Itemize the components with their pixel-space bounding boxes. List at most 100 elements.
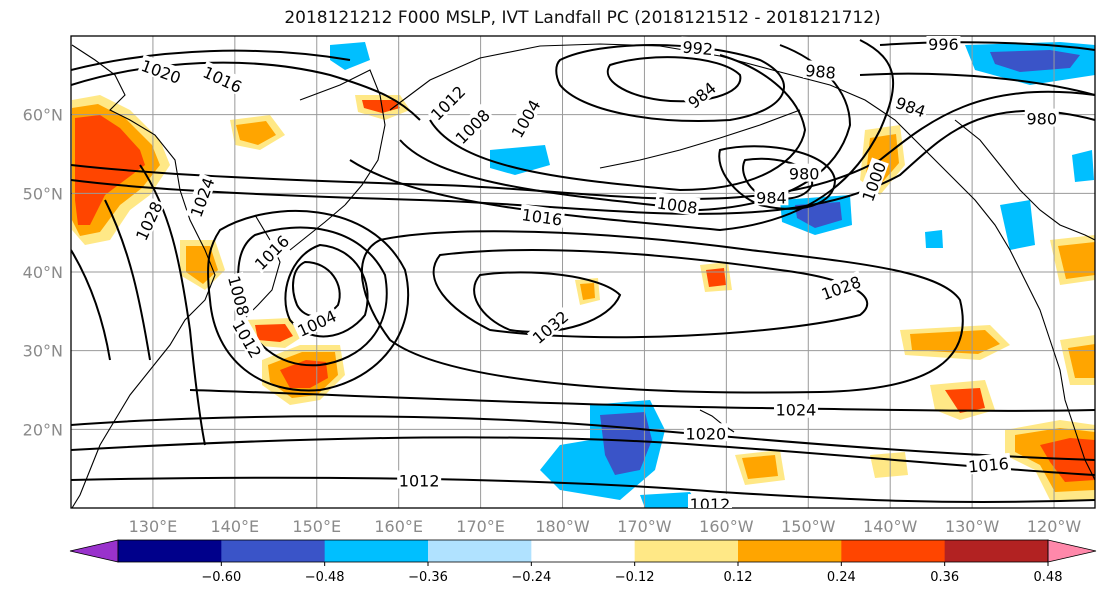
isobar (71, 90, 1095, 200)
contour-label: 1012 (687, 494, 732, 514)
contour-label-text: 980 (1026, 110, 1057, 129)
contour-label: 984 (682, 76, 720, 112)
contour-label-text: 1020 (139, 56, 184, 88)
colorbar-outline (117, 539, 1049, 563)
longitude-tick-label: 160°E (374, 517, 423, 536)
colorbar-tick-label: −0.36 (408, 570, 448, 585)
longitude-tick-label: 150°W (781, 517, 836, 536)
contour-label: 1012 (425, 80, 469, 124)
colorbar-tick-label: 0.24 (827, 570, 856, 585)
contour-label-text: 1012 (399, 471, 440, 490)
contour-label-text: 1008 (224, 274, 253, 318)
colorbar-extend-min (69, 539, 119, 563)
isobar (207, 210, 410, 392)
contour-label-bg (199, 60, 247, 96)
latitude-tick-label: 20°N (23, 420, 63, 439)
contour-label-bg (185, 173, 218, 221)
colorbar-box (324, 540, 429, 562)
ivt-patch (255, 324, 293, 342)
contour-label-text: 996 (928, 35, 959, 54)
isobar (71, 61, 421, 121)
ivt-patch (490, 145, 550, 175)
coastline-bc (954, 119, 1095, 241)
contour-label-text: 988 (804, 61, 836, 83)
contour-label: 1016 (965, 452, 1012, 476)
isobar (429, 54, 807, 192)
contour-label-bg (754, 187, 789, 206)
colorbar-box (634, 540, 739, 562)
contour-label-text: 1004 (508, 96, 545, 141)
isobar (104, 199, 151, 361)
contour-label-bg (654, 192, 701, 217)
contour-label-bg (683, 423, 728, 442)
contour-label-bg (449, 103, 494, 148)
contour-label-bg (249, 229, 293, 274)
colorbar-tick-label: 0.12 (724, 570, 753, 585)
longitude-tick-label: 140°E (211, 517, 260, 536)
longitude-tick-label: 140°W (863, 517, 918, 536)
coastline-kamchatka (299, 69, 386, 206)
contour-label-bg (891, 91, 931, 121)
contour-label-text: 1016 (967, 454, 1009, 476)
contour-label-text: 984 (684, 78, 720, 112)
ivt-patch (870, 452, 908, 478)
contour-label-bg (856, 157, 889, 205)
longitude-tick-label: 130°E (129, 517, 178, 536)
colorbar-ticks: −0.60 −0.48 −0.36 −0.24 −0.12 0.12 0.24 0.36 0.4… (201, 562, 1062, 585)
ivt-patch (945, 388, 985, 413)
contour-label-text: 1028 (819, 272, 864, 304)
isobar (555, 44, 785, 122)
contour-label-text: 1024 (187, 175, 219, 220)
isobar (71, 109, 1095, 215)
coastline-aleutians (599, 109, 801, 169)
contour-label-bg (816, 270, 865, 303)
contour-label: 988 (802, 59, 839, 83)
ivt-patch (925, 230, 943, 248)
contour-label-text: 1016 (200, 63, 245, 97)
ivt-patch (1000, 200, 1035, 250)
coastline-kuril (289, 204, 346, 251)
ivt-patch (706, 268, 726, 287)
isobar (189, 389, 1095, 412)
ivt-patch (75, 115, 145, 225)
contour-label-bg (926, 36, 961, 52)
contour-label-text: 1016 (520, 205, 563, 229)
contour-label-bg (773, 399, 818, 418)
contour-label: 1028 (816, 270, 865, 304)
contour-label-bg (225, 271, 255, 319)
contour-label-bg (505, 94, 544, 142)
contour-label-text: 1012 (690, 495, 731, 514)
contour-label-bg (802, 59, 839, 81)
ivt-patch (1058, 242, 1095, 279)
colorbar-tick-label: −0.60 (201, 570, 241, 585)
latitude-tick-label: 50°N (23, 184, 63, 203)
contour-label: 1020 (683, 423, 728, 443)
isobar (879, 41, 1095, 51)
ivt-patch (280, 360, 328, 388)
contour-label-bg (397, 470, 442, 489)
ivt-patch (1068, 344, 1095, 378)
contour-label-bg (137, 54, 186, 87)
isobar (718, 145, 837, 210)
mslp-contours (71, 39, 1095, 503)
latitude-ticks: 20°N 30°N 40°N 50°N 60°N (23, 106, 63, 440)
contour-label-bg (787, 163, 822, 182)
isobar (473, 271, 622, 333)
longitude-tick-label: 130°W (945, 517, 1000, 536)
colorbar-boxes (69, 539, 1097, 563)
contour-label: 996 (926, 35, 961, 54)
ivt-patch (640, 492, 700, 508)
coastlines (71, 43, 1095, 508)
colorbar: −0.60 −0.48 −0.36 −0.24 −0.12 0.12 0.24 0.36 0.4… (69, 539, 1097, 585)
longitude-tick-label: 180°W (535, 517, 590, 536)
contour-label: 1008 (224, 271, 255, 319)
contour-label: 980 (1024, 108, 1059, 129)
contour-label-text: 1024 (776, 401, 817, 420)
contour-label-bg (687, 494, 732, 508)
contour-label: 1016 (249, 229, 293, 274)
contour-label: 1032 (526, 305, 572, 348)
coastline-alaska (389, 43, 1095, 481)
contour-label: 992 (680, 36, 716, 59)
contour-label: 1008 (654, 192, 701, 218)
contour-label: 980 (787, 163, 822, 184)
